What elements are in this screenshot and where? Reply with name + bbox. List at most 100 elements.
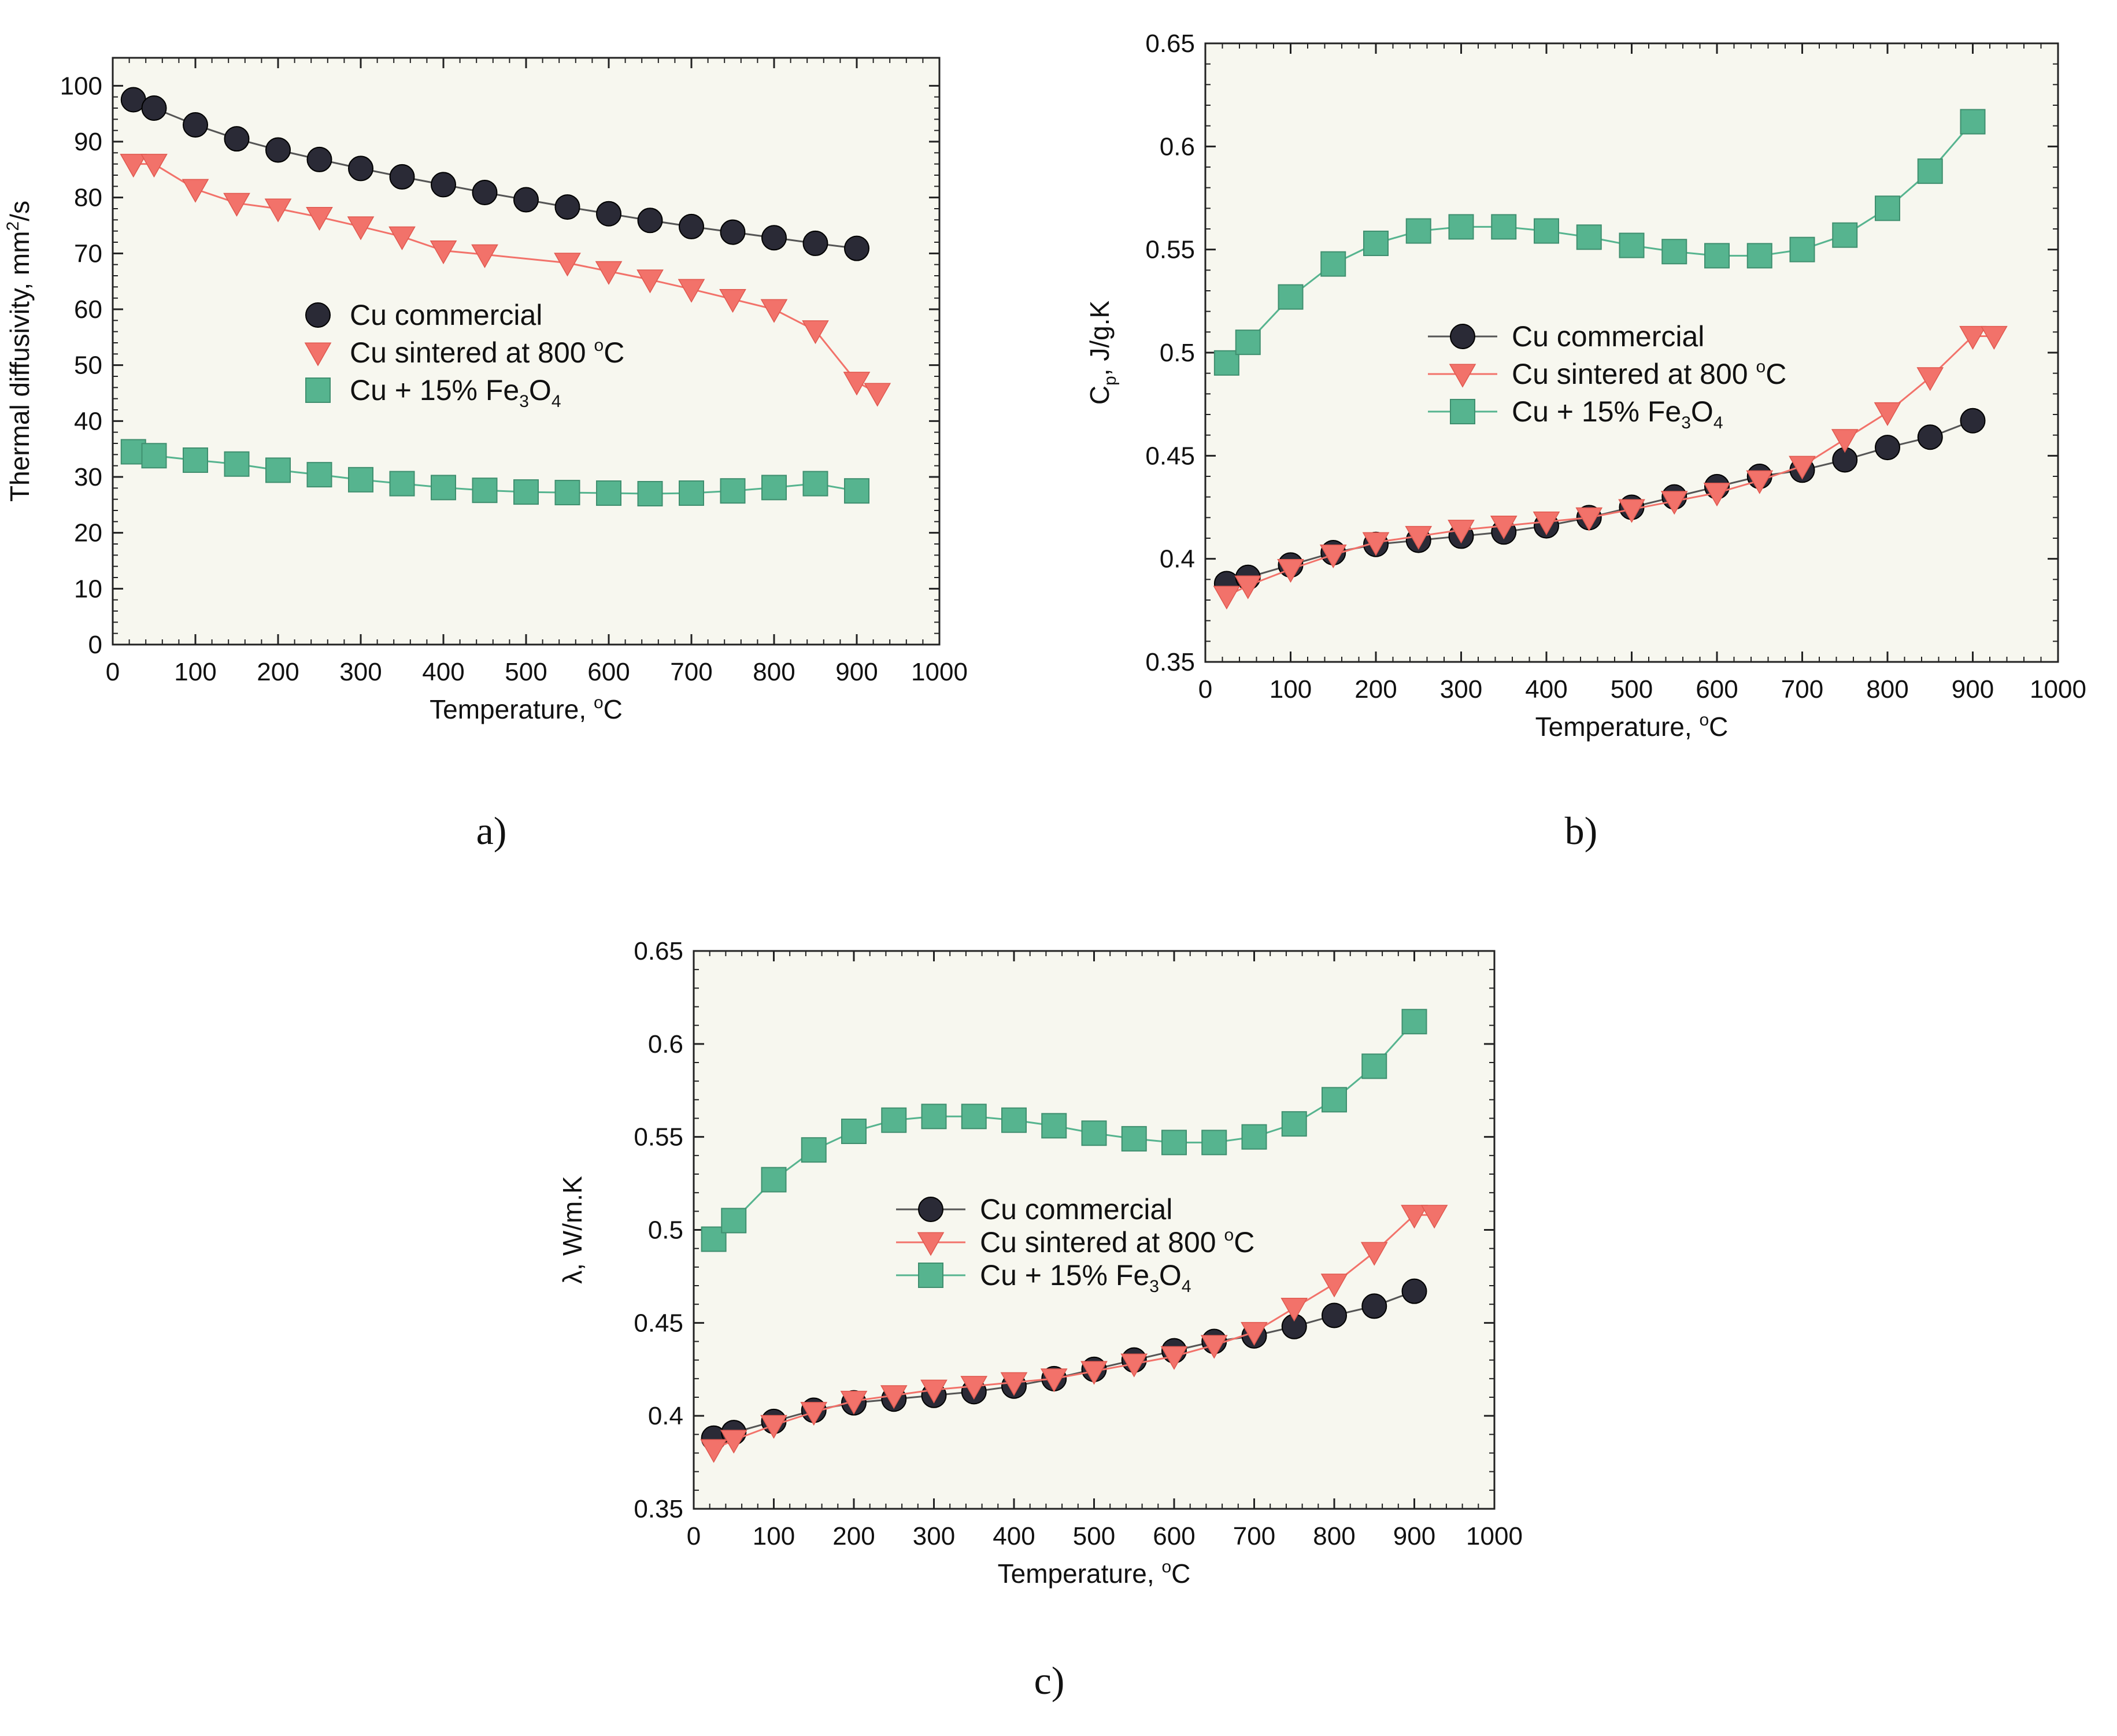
data-point [1618, 499, 1645, 523]
data-point [1960, 408, 1986, 434]
plot-area [1204, 42, 2059, 663]
data-point [1534, 218, 1559, 244]
data-point [1917, 158, 1943, 184]
x-tick-label: 700 [1781, 675, 1823, 704]
x-tick-label: 100 [174, 658, 216, 686]
data-point [306, 206, 333, 231]
data-point [1401, 1009, 1427, 1035]
data-point [1360, 1242, 1388, 1266]
data-point [347, 216, 375, 240]
data-point [1041, 1113, 1067, 1139]
data-point [348, 156, 373, 182]
data-point [1161, 1130, 1187, 1156]
x-tick-label: 800 [753, 658, 795, 686]
data-point [1235, 330, 1261, 356]
data-point [761, 225, 787, 251]
data-point [1401, 1205, 1428, 1229]
data-point [1960, 109, 1986, 135]
data-point [596, 480, 621, 506]
legend-marker [305, 377, 331, 403]
x-tick-label: 100 [1270, 675, 1312, 704]
y-tick-label: 0.4 [648, 1402, 683, 1430]
data-point [389, 471, 415, 497]
data-point [389, 164, 415, 190]
data-point [1917, 424, 1943, 450]
y-tick-label: 0.5 [648, 1216, 683, 1245]
y-tick-label: 30 [74, 463, 102, 491]
y-tick-label: 0.5 [1160, 339, 1195, 367]
data-point [719, 289, 746, 313]
data-point [760, 1415, 787, 1439]
x-tick-label: 200 [257, 658, 299, 686]
data-point [1789, 456, 1816, 480]
data-point [1420, 1205, 1448, 1229]
data-point [1533, 511, 1560, 536]
legend-label: Cu + 15% Fe3O4 [1512, 395, 1723, 432]
data-point [265, 137, 291, 163]
legend: Cu commercial Cu sintered at 800 oC Cu + 1… [1428, 320, 1786, 432]
y-tick-label: 40 [74, 407, 102, 435]
data-point [1959, 325, 1986, 350]
x-tick-label: 900 [1952, 675, 1994, 704]
data-point [679, 213, 704, 239]
data-point [1875, 195, 1900, 221]
data-point [1361, 1293, 1387, 1319]
data-point [1491, 214, 1517, 240]
data-point [1832, 222, 1858, 248]
x-tick-label: 1000 [2030, 675, 2086, 704]
data-point [120, 154, 147, 178]
legend-marker [1450, 324, 1475, 349]
data-point [1703, 482, 1731, 507]
data-point [720, 478, 746, 504]
data-point [921, 1104, 947, 1130]
legend-marker [918, 1197, 943, 1222]
x-tick-label: 1000 [911, 658, 968, 686]
data-point [1619, 232, 1645, 258]
data-point [1241, 1322, 1268, 1346]
legend-label: Cu + 15% Fe3O4 [350, 374, 561, 411]
data-point [636, 269, 664, 294]
y-tick-label: 0 [88, 631, 102, 659]
data-point [554, 480, 580, 506]
data-point [1160, 1346, 1188, 1370]
series-0 [120, 87, 869, 261]
data-point [1213, 586, 1241, 610]
data-point [306, 462, 332, 488]
legend-label: Cu commercial [1512, 320, 1704, 353]
data-point [1361, 1053, 1387, 1079]
data-point [1278, 284, 1304, 310]
data-point [881, 1107, 907, 1133]
data-point [140, 154, 168, 178]
data-point [1234, 575, 1262, 599]
x-tick-label: 600 [587, 658, 630, 686]
data-point [471, 244, 498, 268]
x-axis-label: Temperature, oC [998, 1557, 1191, 1589]
data-point [701, 1226, 727, 1252]
y-tick-label: 100 [60, 72, 102, 100]
x-tick-label: 500 [505, 658, 547, 686]
x-tick-label: 200 [832, 1522, 875, 1550]
data-point [1363, 230, 1389, 256]
y-tick-label: 0.45 [1145, 442, 1195, 470]
legend-marker [917, 1232, 945, 1256]
series-2 [701, 1009, 1427, 1252]
y-tick-label: 90 [74, 128, 102, 156]
data-point [265, 457, 291, 483]
data-point [513, 187, 539, 213]
data-point [1320, 251, 1346, 277]
x-tick-label: 300 [913, 1522, 955, 1550]
legend-marker [305, 302, 331, 328]
data-point [1320, 1274, 1348, 1298]
data-point [761, 1167, 787, 1193]
y-tick-label: 80 [74, 184, 102, 212]
data-point [679, 480, 704, 506]
x-tick-label: 500 [1611, 675, 1653, 704]
x-tick-label: 900 [1393, 1522, 1435, 1550]
y-tick-label: 0.6 [1160, 132, 1195, 161]
data-point [802, 230, 828, 256]
data-point [596, 201, 621, 227]
data-point [1241, 1124, 1267, 1150]
data-point [800, 1402, 828, 1426]
x-tick-label: 400 [422, 658, 464, 686]
y-tick-label: 0.65 [634, 937, 683, 965]
